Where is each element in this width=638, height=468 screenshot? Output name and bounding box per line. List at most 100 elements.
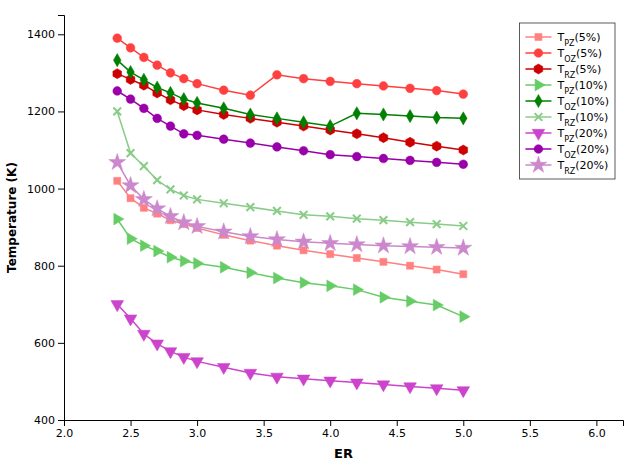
- series-marker: [162, 207, 179, 223]
- series-marker: [457, 387, 470, 398]
- series-marker: [247, 267, 257, 279]
- legend-label: TOZ(5%): [556, 47, 602, 64]
- series-marker: [380, 258, 387, 265]
- series-marker: [127, 195, 134, 202]
- series-marker: [428, 238, 445, 254]
- series-marker: [274, 272, 284, 284]
- series-marker: [140, 162, 148, 170]
- y-axis-line: [58, 16, 65, 421]
- y-tick: 600: [34, 337, 64, 350]
- series-marker: [242, 227, 259, 243]
- x-tick: 2.5: [122, 420, 140, 440]
- y-tick-mark: [58, 343, 64, 344]
- series-marker: [407, 262, 414, 269]
- series-marker: [127, 233, 137, 245]
- chart: 2.02.53.03.54.04.55.05.56.04006008001000…: [0, 0, 638, 468]
- series-marker: [153, 176, 161, 184]
- series-marker: [404, 383, 417, 394]
- y-axis-title: Temperature (K): [5, 162, 19, 273]
- x-tick-mark: [596, 420, 597, 426]
- series: [113, 34, 468, 100]
- y-tick-label: 1000: [27, 183, 55, 196]
- series-marker: [180, 255, 190, 267]
- series-marker: [460, 311, 470, 323]
- x-tick: 2.0: [56, 420, 74, 440]
- series-marker: [113, 69, 122, 79]
- legend-marker: [534, 64, 543, 74]
- series-marker: [193, 195, 201, 203]
- series-marker: [180, 192, 188, 200]
- x-axis: 2.02.53.03.54.04.55.05.56.0: [56, 420, 624, 440]
- series-line: [117, 91, 463, 164]
- series-marker: [113, 87, 122, 96]
- series-marker: [379, 154, 388, 163]
- series-marker: [220, 199, 228, 207]
- series-marker: [166, 68, 175, 77]
- series-marker: [268, 231, 285, 247]
- series-marker: [193, 96, 201, 109]
- series: [113, 87, 468, 169]
- series-marker: [352, 79, 361, 88]
- series-marker: [246, 139, 255, 148]
- series-marker: [300, 211, 308, 219]
- series-marker: [271, 373, 284, 384]
- x-axis-line: [65, 421, 624, 427]
- legend-box: [519, 23, 615, 179]
- y-tick: 1000: [27, 183, 64, 196]
- series-marker: [380, 108, 388, 121]
- series-marker: [135, 190, 152, 206]
- series-marker: [246, 203, 254, 211]
- series-marker: [273, 207, 281, 215]
- series-marker: [114, 177, 121, 184]
- series-marker: [326, 120, 334, 133]
- series-marker: [379, 133, 388, 143]
- y-tick-label: 400: [34, 414, 55, 427]
- series-marker: [113, 54, 121, 67]
- x-tick-label: 3.0: [189, 427, 207, 440]
- series-marker: [353, 107, 361, 120]
- series-marker: [353, 254, 360, 261]
- series-marker: [352, 152, 361, 161]
- series-line: [117, 162, 463, 248]
- legend-marker: [535, 94, 543, 107]
- series-marker: [432, 141, 441, 151]
- series-marker: [380, 216, 388, 224]
- legend-marker: [535, 113, 543, 121]
- series-marker: [140, 204, 147, 211]
- series-marker: [140, 73, 148, 86]
- series-marker: [193, 131, 202, 140]
- marks: [109, 34, 472, 398]
- series: [113, 108, 467, 230]
- series-marker: [353, 215, 361, 223]
- series-marker: [217, 363, 230, 374]
- series-marker: [433, 266, 440, 273]
- series-marker: [322, 234, 339, 250]
- legend-item: TPZ(20%): [525, 127, 607, 144]
- series-marker: [191, 358, 204, 369]
- series-marker: [459, 222, 467, 230]
- x-tick-label: 4.5: [388, 427, 406, 440]
- series-marker: [167, 86, 175, 99]
- x-tick: 4.0: [322, 420, 340, 440]
- series-marker: [167, 251, 177, 263]
- series-marker: [113, 108, 121, 116]
- series-marker: [244, 369, 257, 380]
- series-marker: [297, 375, 310, 386]
- legend-label: TPZ(10%): [556, 79, 607, 96]
- series-marker: [433, 111, 441, 124]
- series-marker: [179, 129, 188, 138]
- x-tick: 5.5: [522, 420, 540, 440]
- series-marker: [326, 77, 335, 86]
- series-marker: [177, 353, 190, 364]
- x-tick-mark: [397, 420, 398, 426]
- series-marker: [179, 74, 188, 83]
- series: [114, 213, 470, 322]
- x-tick-label: 5.5: [522, 427, 540, 440]
- series: [114, 177, 467, 277]
- series-marker: [350, 379, 363, 390]
- series-marker: [194, 258, 204, 270]
- x-tick-label: 5.0: [455, 427, 473, 440]
- series-marker: [326, 150, 335, 159]
- y-tick-label: 800: [34, 260, 55, 273]
- x-tick: 6.0: [588, 420, 606, 440]
